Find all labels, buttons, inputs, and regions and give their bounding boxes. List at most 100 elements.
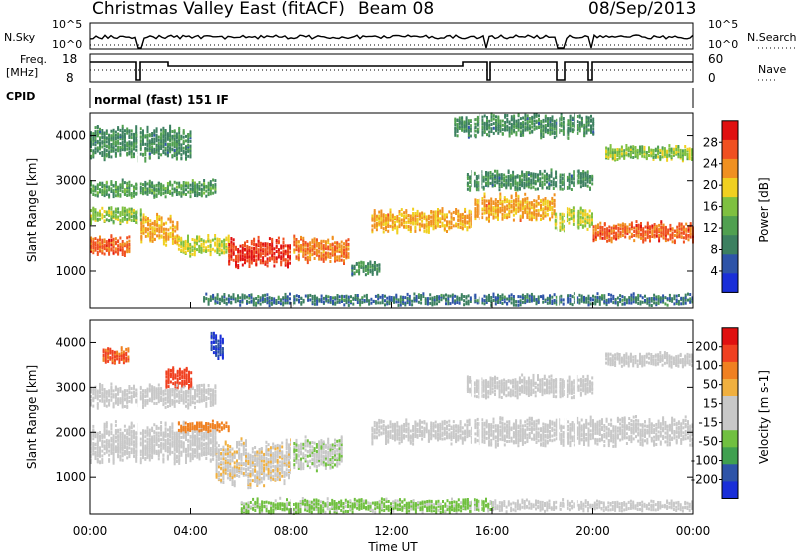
echo-cell — [610, 299, 613, 303]
echo-cell — [322, 239, 325, 243]
echo-cell — [90, 439, 92, 443]
echo-cell — [382, 218, 385, 222]
echo-cell — [171, 147, 174, 151]
echo-cell — [327, 299, 330, 303]
echo-cell — [123, 135, 126, 139]
echo-cell — [110, 238, 113, 242]
echo-cell — [496, 178, 499, 182]
echo-cell — [358, 270, 361, 274]
echo-cell — [167, 228, 170, 232]
echo-cell — [567, 300, 570, 304]
echo-cell — [492, 200, 495, 204]
echo-cell — [556, 126, 559, 130]
echo-cell — [175, 156, 178, 160]
echo-cell — [320, 247, 323, 251]
echo-cell — [387, 213, 390, 217]
echo-cell — [657, 301, 660, 305]
echo-cell — [273, 297, 276, 301]
echo-cell — [96, 457, 99, 461]
echo-cell — [155, 135, 158, 139]
echo-cell — [164, 130, 167, 134]
echo-cell — [262, 249, 265, 253]
echo-cell — [561, 220, 564, 224]
echo-cell — [486, 123, 488, 126]
echo-cell — [214, 187, 217, 191]
echo-cell — [624, 223, 627, 227]
echo-cell — [632, 292, 635, 296]
echo-cell — [162, 151, 165, 155]
echo-cell — [540, 205, 542, 209]
echo-cell — [108, 145, 111, 149]
echo-cell — [519, 125, 522, 129]
echo-cell — [121, 251, 124, 254]
echo-cell — [533, 119, 536, 123]
echo-cell — [147, 227, 149, 231]
echo-cell — [530, 211, 533, 215]
echo-cell — [490, 197, 493, 201]
echo-cell — [586, 173, 589, 177]
echo-cell — [174, 225, 177, 229]
echo-cell — [253, 258, 256, 262]
echo-cell — [670, 151, 673, 155]
echo-cell — [117, 430, 120, 434]
echo-cell — [538, 122, 540, 125]
echo-cell — [246, 301, 248, 305]
echo-cell — [241, 263, 244, 267]
echo-cell — [458, 298, 461, 302]
echo-cell — [423, 226, 426, 230]
echo-cell — [268, 299, 271, 303]
echo-cell — [521, 210, 524, 214]
echo-cell — [280, 246, 283, 250]
echo-cell — [537, 187, 539, 191]
echo-cell — [282, 258, 285, 262]
echo-cell — [117, 192, 120, 196]
echo-cell — [214, 183, 217, 187]
echo-cell — [583, 126, 586, 130]
echo-cell — [546, 177, 548, 181]
echo-cell — [133, 185, 135, 189]
echo-cell — [579, 220, 582, 224]
echo-cell — [353, 267, 356, 270]
echo-cell — [488, 296, 490, 299]
echo-cell — [546, 301, 549, 305]
echo-cell — [605, 149, 608, 153]
echo-cell — [284, 299, 287, 302]
echo-cell — [117, 132, 120, 136]
echo-cell — [96, 125, 99, 128]
echo-cell — [300, 247, 302, 251]
echo-cell — [182, 246, 185, 250]
echo-cell — [165, 231, 168, 235]
echo-cell — [594, 226, 597, 230]
echo-cell — [521, 184, 524, 188]
echo-cell — [413, 296, 416, 300]
echo-cell — [165, 237, 168, 241]
echo-cell — [200, 193, 203, 197]
echo-cell — [476, 209, 479, 213]
echo-cell — [549, 208, 551, 211]
echo-cell — [160, 225, 163, 229]
echo-cell — [289, 297, 291, 301]
echo-cell — [162, 191, 165, 195]
echo-cell — [189, 147, 192, 150]
echo-cell — [612, 294, 615, 298]
echo-cell — [514, 175, 517, 179]
echo-cell — [398, 223, 401, 226]
echo-cell — [126, 129, 129, 133]
echo-cell — [456, 122, 459, 126]
echo-cell — [121, 445, 124, 448]
echo-cell — [110, 217, 113, 220]
echo-cell — [549, 296, 551, 300]
echo-cell — [459, 213, 462, 217]
echo-cell — [282, 244, 285, 248]
echo-cell — [528, 204, 531, 208]
echo-cell — [309, 243, 312, 246]
beam-label: Beam 08 — [358, 0, 434, 19]
echo-cell — [320, 239, 323, 243]
echo-cell — [515, 131, 518, 135]
echo-cell — [336, 246, 339, 250]
echo-cell — [169, 146, 172, 150]
echo-cell — [92, 217, 95, 221]
echo-cell — [110, 436, 113, 440]
echo-cell — [544, 114, 547, 118]
